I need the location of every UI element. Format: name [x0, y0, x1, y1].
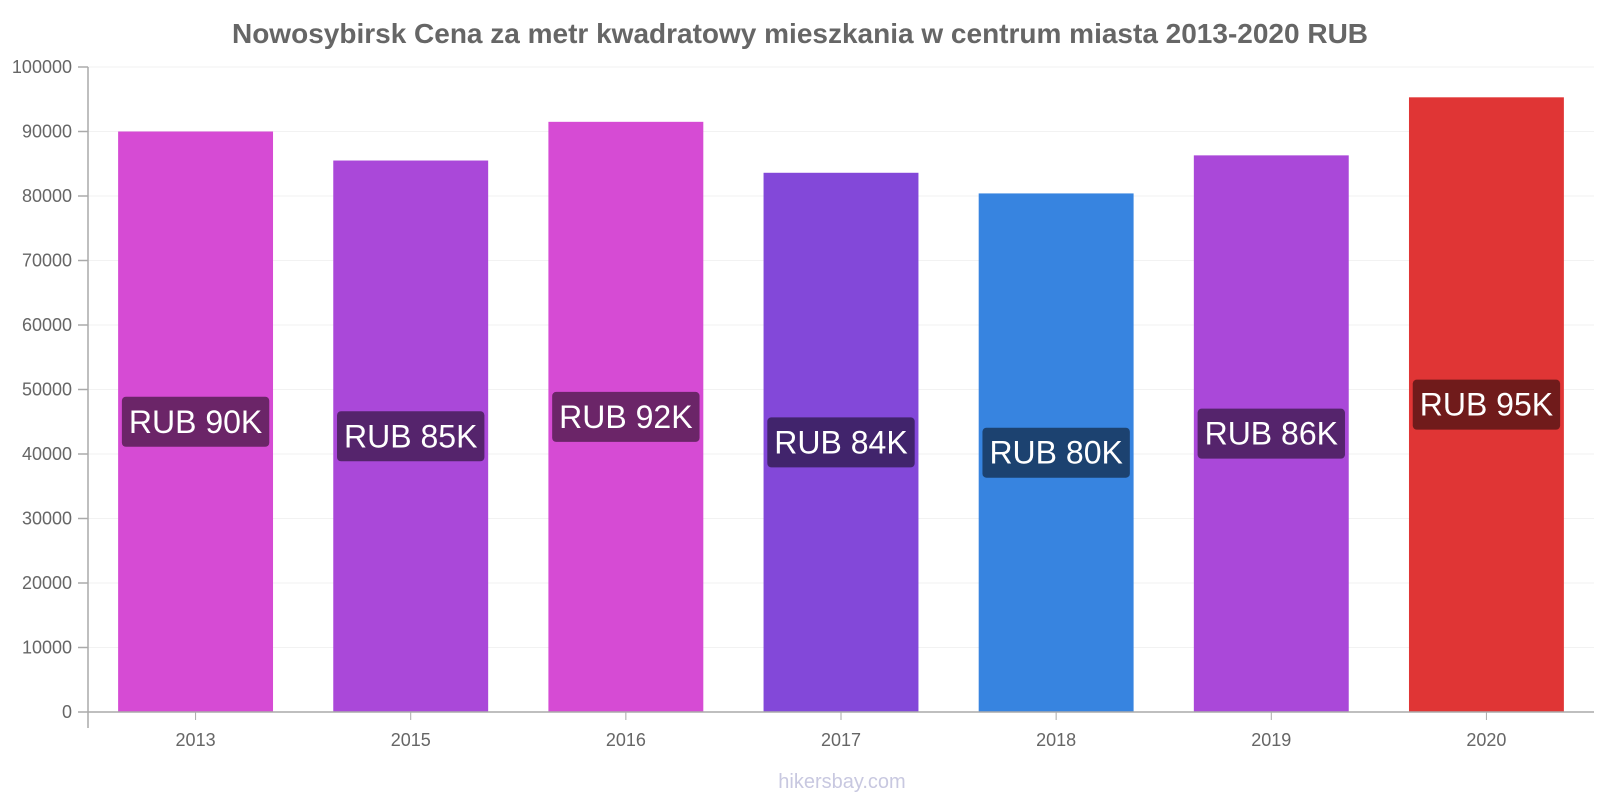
data-label-text: RUB 95K [1420, 387, 1553, 423]
data-label-2019: RUB 86K [1197, 408, 1345, 459]
watermark-text: hikersbay.com [778, 771, 905, 793]
y-tick-label: 100000 [12, 57, 72, 77]
y-tick-label: 70000 [22, 251, 72, 271]
x-tick-label-2017: 2017 [821, 730, 861, 750]
y-tick-label: 30000 [22, 509, 72, 529]
data-label-text: RUB 86K [1205, 416, 1338, 452]
data-label-badge [337, 411, 485, 462]
data-label-2018: RUB 80K [982, 427, 1130, 478]
x-tick-label-2020: 2020 [1466, 730, 1506, 750]
chart-title: Nowosybirsk Cena za metr kwadratowy mies… [232, 18, 1368, 49]
x-tick-label-2018: 2018 [1036, 730, 1076, 750]
data-label-badge [767, 417, 915, 468]
data-label-badge [552, 391, 700, 442]
data-label-text: RUB 84K [774, 424, 907, 460]
y-tick-label: 10000 [22, 638, 72, 658]
y-tick-label: 40000 [22, 444, 72, 464]
x-axis-ticks: 2013 2015 2016 2017 2018 2019 2020 [176, 712, 1506, 750]
data-label-badge [1197, 408, 1345, 459]
x-tick-label-2015: 2015 [391, 730, 431, 750]
y-tick-label: 20000 [22, 573, 72, 593]
x-tick-label-2016: 2016 [606, 730, 646, 750]
data-label-2017: RUB 84K [767, 417, 915, 468]
y-tick-label: 80000 [22, 186, 72, 206]
data-label-2015: RUB 85K [337, 411, 485, 462]
data-label-badge [121, 396, 270, 447]
y-tick-label: 60000 [22, 315, 72, 335]
data-label-text: RUB 85K [344, 418, 477, 454]
data-label-text: RUB 92K [559, 399, 692, 435]
y-tick-label: 0 [62, 702, 72, 722]
y-tick-label: 50000 [22, 380, 72, 400]
data-label-badge [982, 427, 1130, 478]
data-label-2020: RUB 95K [1412, 379, 1561, 430]
y-tick-label: 90000 [22, 122, 72, 142]
data-label-badge [1412, 379, 1561, 430]
data-label-text: RUB 90K [129, 404, 262, 440]
data-label-2016: RUB 92K [552, 391, 700, 442]
data-label-2013: RUB 90K [121, 396, 270, 447]
x-tick-label-2019: 2019 [1251, 730, 1291, 750]
y-axis-ticks: 0 10000 20000 30000 40000 50000 60000 70000 8000… [12, 57, 88, 722]
data-label-text: RUB 80K [989, 435, 1122, 471]
data-labels: RUB 90K RUB 85K RUB 92K RUB 84K RUB 80K RUB 8… [121, 379, 1561, 478]
x-tick-label-2013: 2013 [176, 730, 216, 750]
bars [118, 97, 1564, 713]
